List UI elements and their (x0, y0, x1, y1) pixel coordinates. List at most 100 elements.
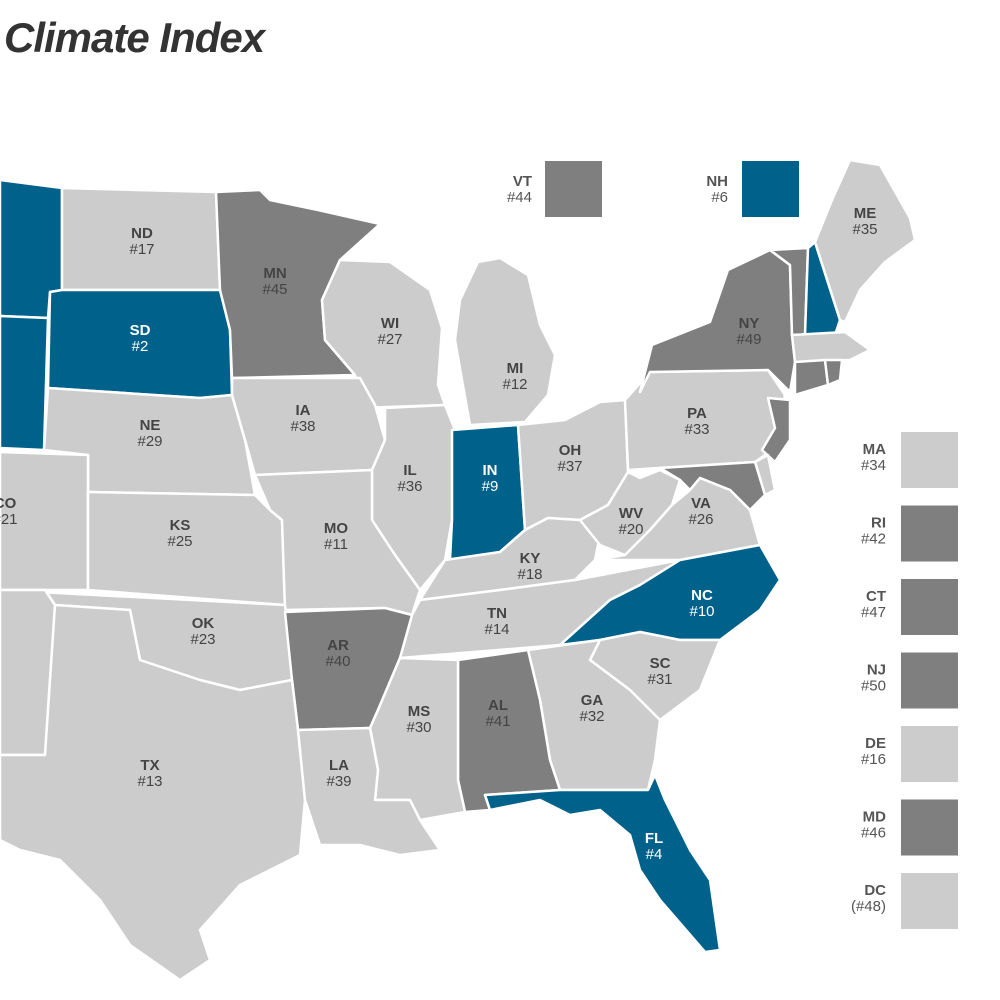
state-label-tx: TX (140, 757, 159, 774)
legend-rank-dc: (#48) (851, 898, 886, 915)
legend-rank-nj: #50 (861, 678, 886, 695)
state-me[interactable] (813, 158, 917, 324)
state-rank-tn: #14 (484, 621, 509, 638)
legend-text-nj: NJ #50 (861, 662, 886, 695)
state-rank-nd: #17 (129, 241, 154, 258)
state-label-ia: IA (296, 402, 311, 419)
svg-text:NE#29: NE #29 (137, 417, 162, 450)
legend-box-nh[interactable] (742, 161, 799, 217)
state-rank-wv: #20 (618, 521, 643, 538)
svg-text:IA#38: IA #38 (290, 402, 315, 435)
state-label-nc: NC (691, 587, 713, 604)
state-label-ky: KY (520, 550, 541, 567)
legend-box-md[interactable] (901, 799, 958, 856)
legend-text-ct: CT #47 (861, 588, 886, 621)
state-label-wi: WI (381, 315, 399, 332)
legend-label-ri: RI (871, 515, 886, 532)
state-label-ne: NE (140, 417, 161, 434)
legend-box-ct[interactable] (901, 579, 958, 635)
state-label-ga: GA (581, 692, 604, 709)
state-nh[interactable] (803, 240, 842, 337)
state-rank-la: #39 (326, 773, 351, 790)
legend-label-de: DE (865, 735, 886, 752)
state-wi[interactable] (320, 258, 447, 410)
state-label-la: LA (329, 757, 349, 774)
svg-text:NY#49: NY #49 (736, 315, 761, 348)
svg-text:VA#26: VA #26 (688, 495, 713, 528)
svg-text:WI#27: WI #27 (377, 315, 402, 348)
legend-rank-nh: #6 (711, 189, 728, 206)
legend-box-ri[interactable] (901, 505, 958, 562)
state-ny[interactable] (638, 248, 797, 394)
map-title: Climate Index (4, 14, 265, 61)
svg-text:SD#2: SD #2 (130, 322, 151, 355)
state-label-co: CO (0, 495, 17, 512)
state-label-ok: OK (192, 615, 215, 632)
legend-rank-md: #46 (861, 825, 886, 842)
svg-text:ND#17: ND #17 (129, 225, 154, 258)
state-rank-ga: #32 (579, 708, 604, 725)
state-label-me: ME (854, 205, 877, 222)
svg-text:VT#44: VT #44 (507, 173, 532, 206)
legend-box-de[interactable] (901, 726, 958, 782)
state-rank-nc: #10 (689, 603, 714, 620)
legend-rank-ma: #34 (861, 457, 886, 474)
state-rank-ny: #49 (736, 331, 761, 348)
legend-text-dc: DC (#48) (851, 882, 886, 915)
state-fl[interactable] (483, 773, 722, 954)
svg-text:PA#33: PA #33 (684, 405, 709, 438)
legend-label-nh: NH (706, 173, 728, 190)
svg-text:OK#23: OK #23 (190, 615, 215, 648)
state-rank-mn: #45 (262, 281, 287, 298)
state-ma[interactable] (790, 330, 872, 364)
svg-text:MN#45: MN #45 (262, 265, 287, 298)
legend-text-ri: RI #42 (861, 515, 886, 548)
svg-text:GA#32: GA #32 (579, 692, 604, 725)
svg-text:KY#18: KY #18 (517, 550, 542, 583)
state-label-sd: SD (130, 322, 151, 339)
state-nj[interactable] (760, 396, 792, 464)
svg-text:SC#31: SC #31 (647, 655, 672, 688)
state-rank-me: #35 (852, 221, 877, 238)
state-la[interactable] (296, 726, 442, 857)
state-rank-il: #36 (397, 478, 422, 495)
state-label-tn: TN (487, 605, 507, 622)
legend-label-ma: MA (863, 441, 886, 458)
state-label-al: AL (488, 697, 508, 714)
state-rank-ar: #40 (325, 653, 350, 670)
state-label-mo: MO (324, 520, 348, 537)
legend-box-nj[interactable] (901, 652, 958, 709)
state-label-oh: OH (559, 442, 582, 459)
state-rank-oh: #37 (557, 458, 582, 475)
state-rank-ms: #30 (406, 719, 431, 736)
state-wv[interactable] (578, 468, 682, 557)
state-rank-fl: #4 (646, 846, 663, 863)
state-tx[interactable] (0, 603, 307, 982)
state-rank-sd: #2 (132, 338, 149, 355)
svg-text:LA#39: LA #39 (326, 757, 351, 790)
state-mi[interactable] (453, 256, 557, 427)
legend-label-md: MD (863, 809, 886, 826)
state-ri[interactable] (823, 358, 844, 387)
legend-box-ma[interactable] (901, 432, 958, 488)
state-rank-mi: #12 (502, 376, 527, 393)
state-label-sc: SC (650, 655, 671, 672)
state-label-nd: ND (131, 225, 153, 242)
svg-text:AR#40: AR #40 (325, 637, 350, 670)
legend-label-nj: NJ (867, 662, 886, 679)
legend-label-vt: VT (513, 173, 532, 190)
legend-rank-ri: #42 (861, 531, 886, 548)
state-label-va: VA (691, 495, 711, 512)
state-rank-sc: #31 (647, 671, 672, 688)
state-ct[interactable] (793, 358, 830, 397)
legend-rank-ct: #47 (861, 604, 886, 621)
svg-text:MO#11: MO #11 (324, 520, 348, 553)
legend-rank-vt: #44 (507, 189, 532, 206)
svg-text:CO#21: CO#21 (0, 495, 18, 528)
state-wy[interactable] (0, 314, 50, 452)
legend-box-dc[interactable] (901, 873, 958, 929)
svg-text:NH#6: NH #6 (706, 173, 728, 206)
state-label-fl: FL (645, 830, 663, 847)
state-label-mn: MN (263, 265, 286, 282)
legend-box-vt[interactable] (545, 161, 602, 217)
